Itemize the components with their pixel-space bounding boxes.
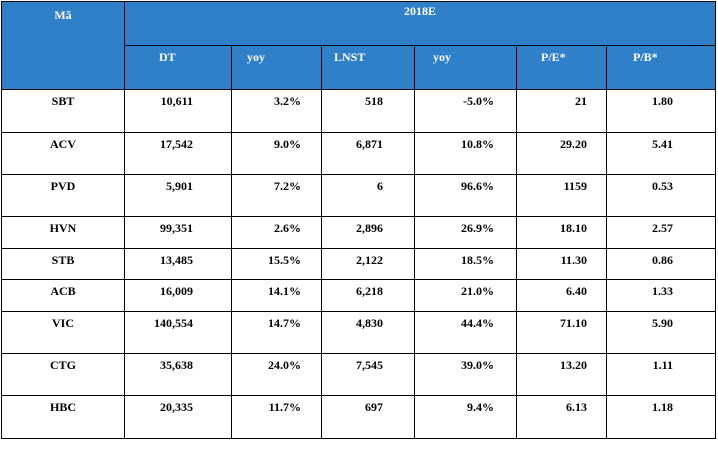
cell-profit-yoy: 26.9% (414, 216, 517, 249)
cell-pe: 6.13 (516, 395, 607, 439)
cell-pe: 71.10 (516, 311, 607, 354)
cell-net-profit: 6 (321, 174, 415, 217)
column-header-code: Mã (1, 1, 125, 90)
table-row: STB 13,485 15.5% 2,122 18.5% 11.30 0.86 (1, 248, 717, 280)
cell-revenue: 5,901 (124, 174, 232, 217)
cell-net-profit: 2,896 (321, 216, 415, 249)
cell-net-profit: 6,218 (321, 279, 415, 312)
cell-net-profit: 2,122 (321, 248, 415, 280)
cell-profit-yoy: 39.0% (414, 353, 517, 396)
table-row: SBT 10,611 3.2% 518 -5.0% 21 1.80 (1, 89, 717, 133)
cell-revenue-yoy: 2.6% (231, 216, 322, 249)
table-header: Mã 2018E DT yoy LNST yoy P/E* P/B* (1, 1, 717, 90)
cell-net-profit: 6,871 (321, 132, 415, 175)
cell-net-profit: 518 (321, 89, 415, 133)
cell-code: HBC (1, 395, 125, 439)
column-header-pb: P/B* (605, 45, 717, 90)
table-body: SBT 10,611 3.2% 518 -5.0% 21 1.80 ACV 17… (1, 89, 717, 439)
cell-net-profit: 7,545 (321, 353, 415, 396)
cell-profit-yoy: 44.4% (414, 311, 517, 354)
column-header-profit-yoy: yoy (414, 45, 517, 90)
cell-net-profit: 697 (321, 395, 415, 439)
cell-pb: 1.18 (605, 395, 717, 439)
table-row: HVN 99,351 2.6% 2,896 26.9% 18.10 2.57 (1, 216, 717, 249)
cell-pb: 2.57 (605, 216, 717, 249)
cell-revenue: 35,638 (124, 353, 232, 396)
cell-code: SBT (1, 89, 125, 133)
cell-code: HVN (1, 216, 125, 249)
table-row: CTG 35,638 24.0% 7,545 39.0% 13.20 1.11 (1, 353, 717, 396)
cell-pe: 6.40 (516, 279, 607, 312)
cell-pb: 5.90 (605, 311, 717, 354)
cell-pb: 5.41 (605, 132, 717, 175)
cell-pb: 0.86 (605, 248, 717, 280)
cell-revenue-yoy: 7.2% (231, 174, 322, 217)
column-header-pe: P/E* (516, 45, 607, 90)
cell-profit-yoy: 9.4% (414, 395, 517, 439)
cell-profit-yoy: 21.0% (414, 279, 517, 312)
cell-pb: 1.11 (605, 353, 717, 396)
cell-code: VIC (1, 311, 125, 354)
cell-pb: 1.80 (605, 89, 717, 133)
cell-code: STB (1, 248, 125, 280)
cell-profit-yoy: 10.8% (414, 132, 517, 175)
table-row: ACB 16,009 14.1% 6,218 21.0% 6.40 1.33 (1, 279, 717, 312)
cell-pe: 21 (516, 89, 607, 133)
cell-revenue: 99,351 (124, 216, 232, 249)
cell-revenue: 17,542 (124, 132, 232, 175)
column-header-year: 2018E (123, 1, 717, 46)
table-row: VIC 140,554 14.7% 4,830 44.4% 71.10 5.90 (1, 311, 717, 354)
cell-pe: 1159 (516, 174, 607, 217)
column-header-net-profit: LNST (321, 45, 415, 90)
cell-revenue-yoy: 14.1% (231, 279, 322, 312)
cell-revenue: 10,611 (124, 89, 232, 133)
cell-pe: 11.30 (516, 248, 607, 280)
cell-code: ACB (1, 279, 125, 312)
cell-profit-yoy: -5.0% (414, 89, 517, 133)
cell-revenue-yoy: 11.7% (231, 395, 322, 439)
cell-revenue-yoy: 3.2% (231, 89, 322, 133)
column-header-revenue-yoy: yoy (231, 45, 322, 90)
cell-code: PVD (1, 174, 125, 217)
cell-revenue: 13,485 (124, 248, 232, 280)
cell-revenue: 20,335 (124, 395, 232, 439)
cell-pe: 29.20 (516, 132, 607, 175)
table-row: HBC 20,335 11.7% 697 9.4% 6.13 1.18 (1, 395, 717, 439)
cell-profit-yoy: 96.6% (414, 174, 517, 217)
cell-code: CTG (1, 353, 125, 396)
cell-revenue-yoy: 14.7% (231, 311, 322, 354)
cell-code: ACV (1, 132, 125, 175)
cell-pe: 13.20 (516, 353, 607, 396)
cell-pe: 18.10 (516, 216, 607, 249)
cell-revenue: 16,009 (124, 279, 232, 312)
valuation-table: Mã 2018E DT yoy LNST yoy P/E* P/B* SBT 1… (1, 1, 717, 439)
table-row: PVD 5,901 7.2% 6 96.6% 1159 0.53 (1, 174, 717, 217)
cell-pb: 0.53 (605, 174, 717, 217)
cell-pb: 1.33 (605, 279, 717, 312)
cell-revenue: 140,554 (124, 311, 232, 354)
cell-revenue-yoy: 24.0% (231, 353, 322, 396)
cell-revenue-yoy: 15.5% (231, 248, 322, 280)
table-row: ACV 17,542 9.0% 6,871 10.8% 29.20 5.41 (1, 132, 717, 175)
cell-revenue-yoy: 9.0% (231, 132, 322, 175)
cell-profit-yoy: 18.5% (414, 248, 517, 280)
cell-net-profit: 4,830 (321, 311, 415, 354)
column-header-revenue: DT (124, 45, 232, 90)
